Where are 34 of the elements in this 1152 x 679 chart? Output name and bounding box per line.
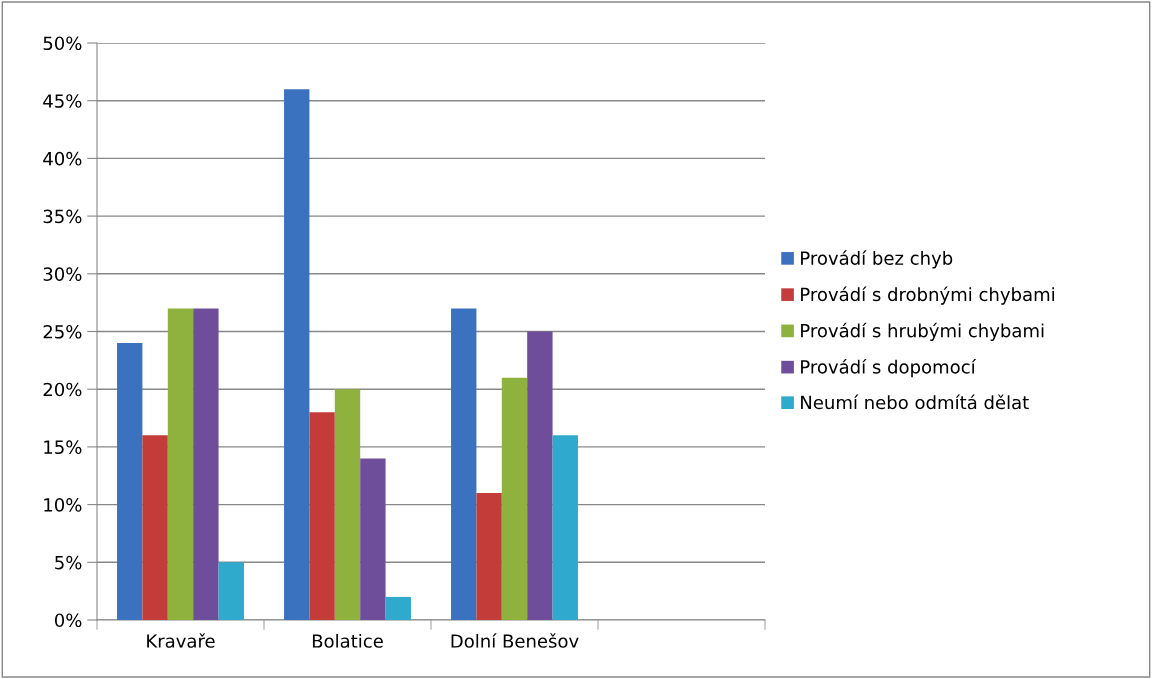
x-tick-label: Bolatice bbox=[312, 633, 383, 648]
y-tick-label: 35% bbox=[43, 209, 82, 224]
bar bbox=[451, 308, 477, 620]
bar bbox=[334, 389, 361, 620]
legend-label: Provádí s dopomocí bbox=[801, 359, 977, 378]
y-tick-label: 20% bbox=[43, 382, 82, 397]
bar bbox=[142, 435, 168, 620]
bar bbox=[218, 562, 244, 620]
y-tick-label: 30% bbox=[43, 267, 82, 281]
bar bbox=[193, 308, 219, 620]
bar bbox=[360, 458, 386, 620]
y-tick-label: 25% bbox=[43, 324, 82, 339]
bar bbox=[527, 331, 553, 620]
y-tick-label: 40% bbox=[43, 151, 82, 166]
y-tick-label: 50% bbox=[43, 36, 82, 51]
y-tick-label: 45% bbox=[43, 94, 82, 108]
y-tick-label: 0% bbox=[54, 613, 82, 628]
bar bbox=[167, 308, 194, 620]
legend-label: Provádí bez chyb bbox=[801, 250, 953, 269]
y-tick-label: 10% bbox=[44, 498, 82, 512]
bar bbox=[284, 89, 310, 620]
y-tick-label: 15% bbox=[44, 440, 82, 455]
legend-label: Neumí nebo odmítá dělat bbox=[801, 394, 1029, 410]
bar bbox=[501, 377, 528, 620]
bar bbox=[309, 412, 335, 620]
bar bbox=[552, 435, 578, 620]
x-tick-label: Dolní Benešov bbox=[451, 633, 579, 648]
bar bbox=[117, 343, 143, 620]
bar bbox=[385, 596, 411, 620]
legend-label: Provádí s drobnými chybami bbox=[801, 286, 1054, 305]
bar bbox=[476, 493, 502, 620]
legend-label: Provádí s hrubými chybami bbox=[801, 322, 1044, 341]
y-tick-label: 5% bbox=[55, 555, 82, 570]
x-tick-label: Kravaře bbox=[147, 633, 215, 648]
